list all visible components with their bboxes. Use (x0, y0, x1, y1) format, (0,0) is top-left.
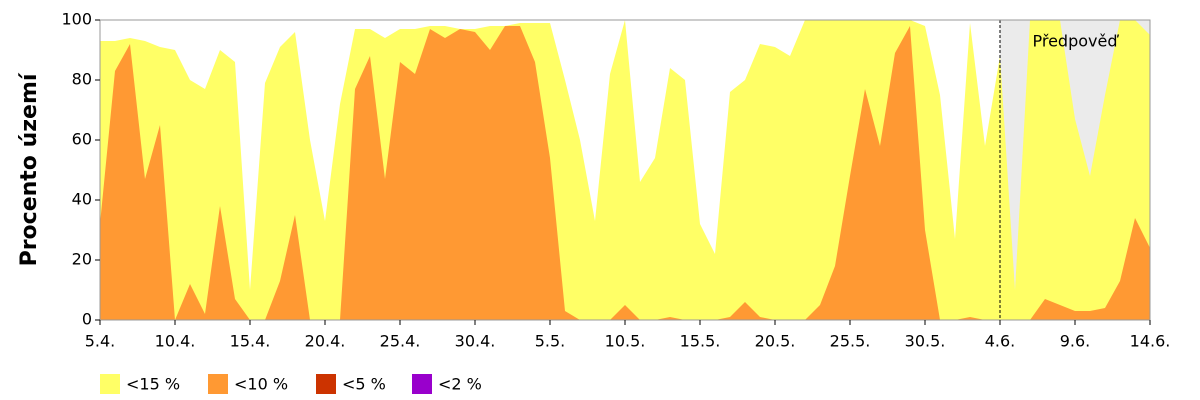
area (100, 20, 1150, 320)
legend-label: <5 % (342, 375, 386, 394)
y-axis-label: Procento území (17, 72, 42, 266)
y-tick-label: 40 (72, 190, 92, 209)
x-tick-label: 30.4. (455, 332, 496, 351)
x-tick-label: 14.6. (1130, 332, 1171, 351)
x-tick-label: 5.5. (535, 332, 566, 351)
legend-label: <10 % (234, 375, 288, 394)
y-tick-label: 80 (72, 70, 92, 89)
legend-swatch (412, 374, 432, 394)
legend-label: <2 % (438, 375, 482, 394)
legend-swatch (100, 374, 120, 394)
y-tick-label: 60 (72, 130, 92, 149)
y-tick-label: 20 (72, 250, 92, 269)
y-tick-label: 0 (82, 310, 92, 329)
forecast-label: Předpověď (1032, 32, 1119, 51)
x-tick-label: 5.4. (85, 332, 116, 351)
x-tick-label: 30.5. (905, 332, 946, 351)
legend-swatch (316, 374, 336, 394)
x-tick-label: 20.4. (305, 332, 346, 351)
x-tick-label: 15.5. (680, 332, 721, 351)
x-tick-label: 10.4. (155, 332, 196, 351)
area (100, 26, 1150, 320)
x-tick-label: 9.6. (1060, 332, 1091, 351)
legend-label: <15 % (126, 375, 180, 394)
x-tick-label: 20.5. (755, 332, 796, 351)
x-tick-label: 15.4. (230, 332, 271, 351)
legend-swatch (208, 374, 228, 394)
x-tick-label: 10.5. (605, 332, 646, 351)
x-tick-label: 25.5. (830, 332, 871, 351)
y-tick-label: 100 (61, 10, 92, 29)
x-tick-label: 25.4. (380, 332, 421, 351)
x-tick-label: 4.6. (985, 332, 1016, 351)
